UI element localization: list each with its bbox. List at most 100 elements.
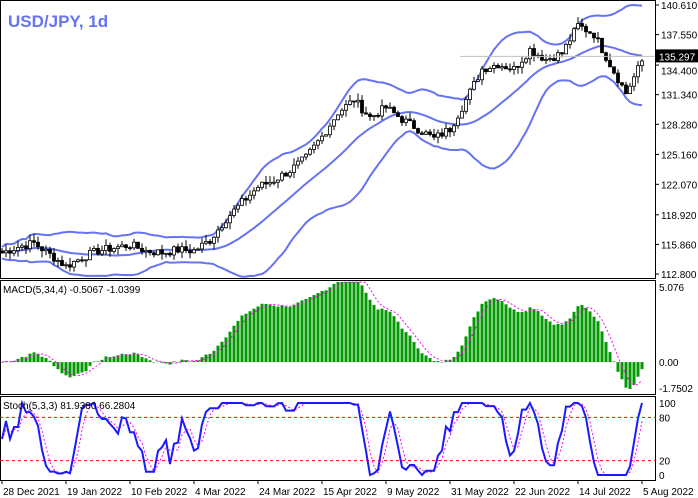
macd-bar: [612, 361, 616, 363]
candle-body: [272, 181, 276, 184]
candle: [216, 225, 220, 243]
candle-body: [72, 260, 76, 268]
macd-bar: [92, 361, 96, 363]
candle-body: [560, 52, 564, 55]
candle: [96, 243, 100, 256]
candle: [592, 32, 596, 43]
macd-bar: [224, 337, 228, 363]
macd-bar: [192, 361, 196, 363]
candle-body: [24, 245, 28, 250]
candle-body: [492, 65, 496, 69]
candle-body: [340, 109, 344, 116]
candle-body: [372, 114, 376, 117]
candle-body: [332, 119, 336, 127]
candle: [220, 222, 224, 232]
candle: [600, 37, 604, 54]
macd-bar: [104, 356, 108, 363]
candle: [172, 245, 176, 260]
candle-body: [108, 244, 112, 252]
date-tick-label: 14 Jul 2022: [579, 487, 631, 498]
candle-body: [256, 187, 260, 192]
candle: [100, 245, 104, 257]
candle-body: [408, 118, 412, 122]
candle: [400, 114, 404, 126]
candle: [136, 241, 140, 249]
macd-bar: [476, 311, 480, 363]
candle: [532, 43, 536, 62]
stoch-panel: [0, 396, 656, 481]
macd-bar: [300, 300, 304, 363]
candle: [440, 128, 444, 139]
candle-body: [164, 252, 168, 255]
candle-body: [412, 120, 416, 129]
candle: [228, 210, 232, 230]
macd-bar: [64, 362, 68, 376]
candle-body: [516, 66, 520, 68]
candle: [256, 184, 260, 192]
candle: [480, 65, 484, 85]
macd-bar: [232, 325, 236, 363]
candle-body: [388, 106, 392, 109]
candle-body: [112, 248, 116, 252]
candle-body: [448, 128, 452, 133]
candle: [140, 243, 144, 255]
candle-body: [56, 260, 60, 262]
price-tick-label: 125.160: [661, 150, 698, 161]
macd-bar: [608, 352, 612, 363]
candle-body: [280, 172, 284, 181]
candle-body: [188, 250, 192, 254]
candle-body: [364, 112, 368, 115]
macd-bar: [124, 354, 128, 363]
macd-bar: [168, 362, 172, 365]
candle: [0, 248, 4, 254]
price-panel: [0, 0, 656, 279]
candle: [612, 66, 616, 75]
candle: [128, 245, 132, 251]
macd-bar: [388, 311, 392, 363]
stoch-main-line: [1, 399, 643, 477]
macd-bar: [348, 282, 352, 363]
candle: [8, 247, 12, 260]
candle: [164, 252, 168, 258]
macd-bar: [508, 307, 512, 363]
macd-bar: [380, 308, 384, 363]
macd-bar: [580, 305, 584, 363]
macd-bar: [0, 362, 4, 363]
date-tick-label: 10 Feb 2022: [131, 487, 188, 498]
candle: [144, 246, 148, 258]
candle-body: [80, 259, 84, 262]
candle: [124, 243, 128, 251]
macd-bar: [220, 341, 224, 363]
candle-body: [460, 110, 464, 119]
candle-body: [192, 249, 196, 254]
candle-body: [472, 81, 476, 90]
candle-body: [84, 259, 88, 262]
macd-bar: [540, 315, 544, 363]
price-tick-label: 118.920: [661, 211, 697, 222]
candle-body: [324, 134, 328, 137]
bollinger-middle: [1, 45, 643, 257]
candle-body: [564, 43, 568, 55]
macd-bar: [552, 324, 556, 363]
macd-bar: [352, 282, 356, 363]
candle: [236, 202, 240, 213]
candle-body: [392, 106, 396, 114]
candle: [608, 53, 612, 68]
candle-body: [148, 249, 152, 254]
candle-body: [596, 37, 600, 40]
candle-body: [548, 58, 552, 60]
candle-body: [20, 245, 24, 248]
candle: [52, 247, 56, 265]
candle: [232, 204, 236, 218]
macd-bar: [200, 357, 204, 363]
macd-bar: [160, 362, 164, 363]
macd-bar: [152, 362, 156, 363]
candle: [44, 245, 48, 256]
macd-bar: [52, 362, 56, 367]
candle-body: [32, 240, 36, 243]
candle: [196, 247, 200, 251]
macd-bar: [324, 290, 328, 363]
chart-title: USD/JPY, 1d: [8, 12, 108, 31]
candle: [616, 69, 620, 87]
